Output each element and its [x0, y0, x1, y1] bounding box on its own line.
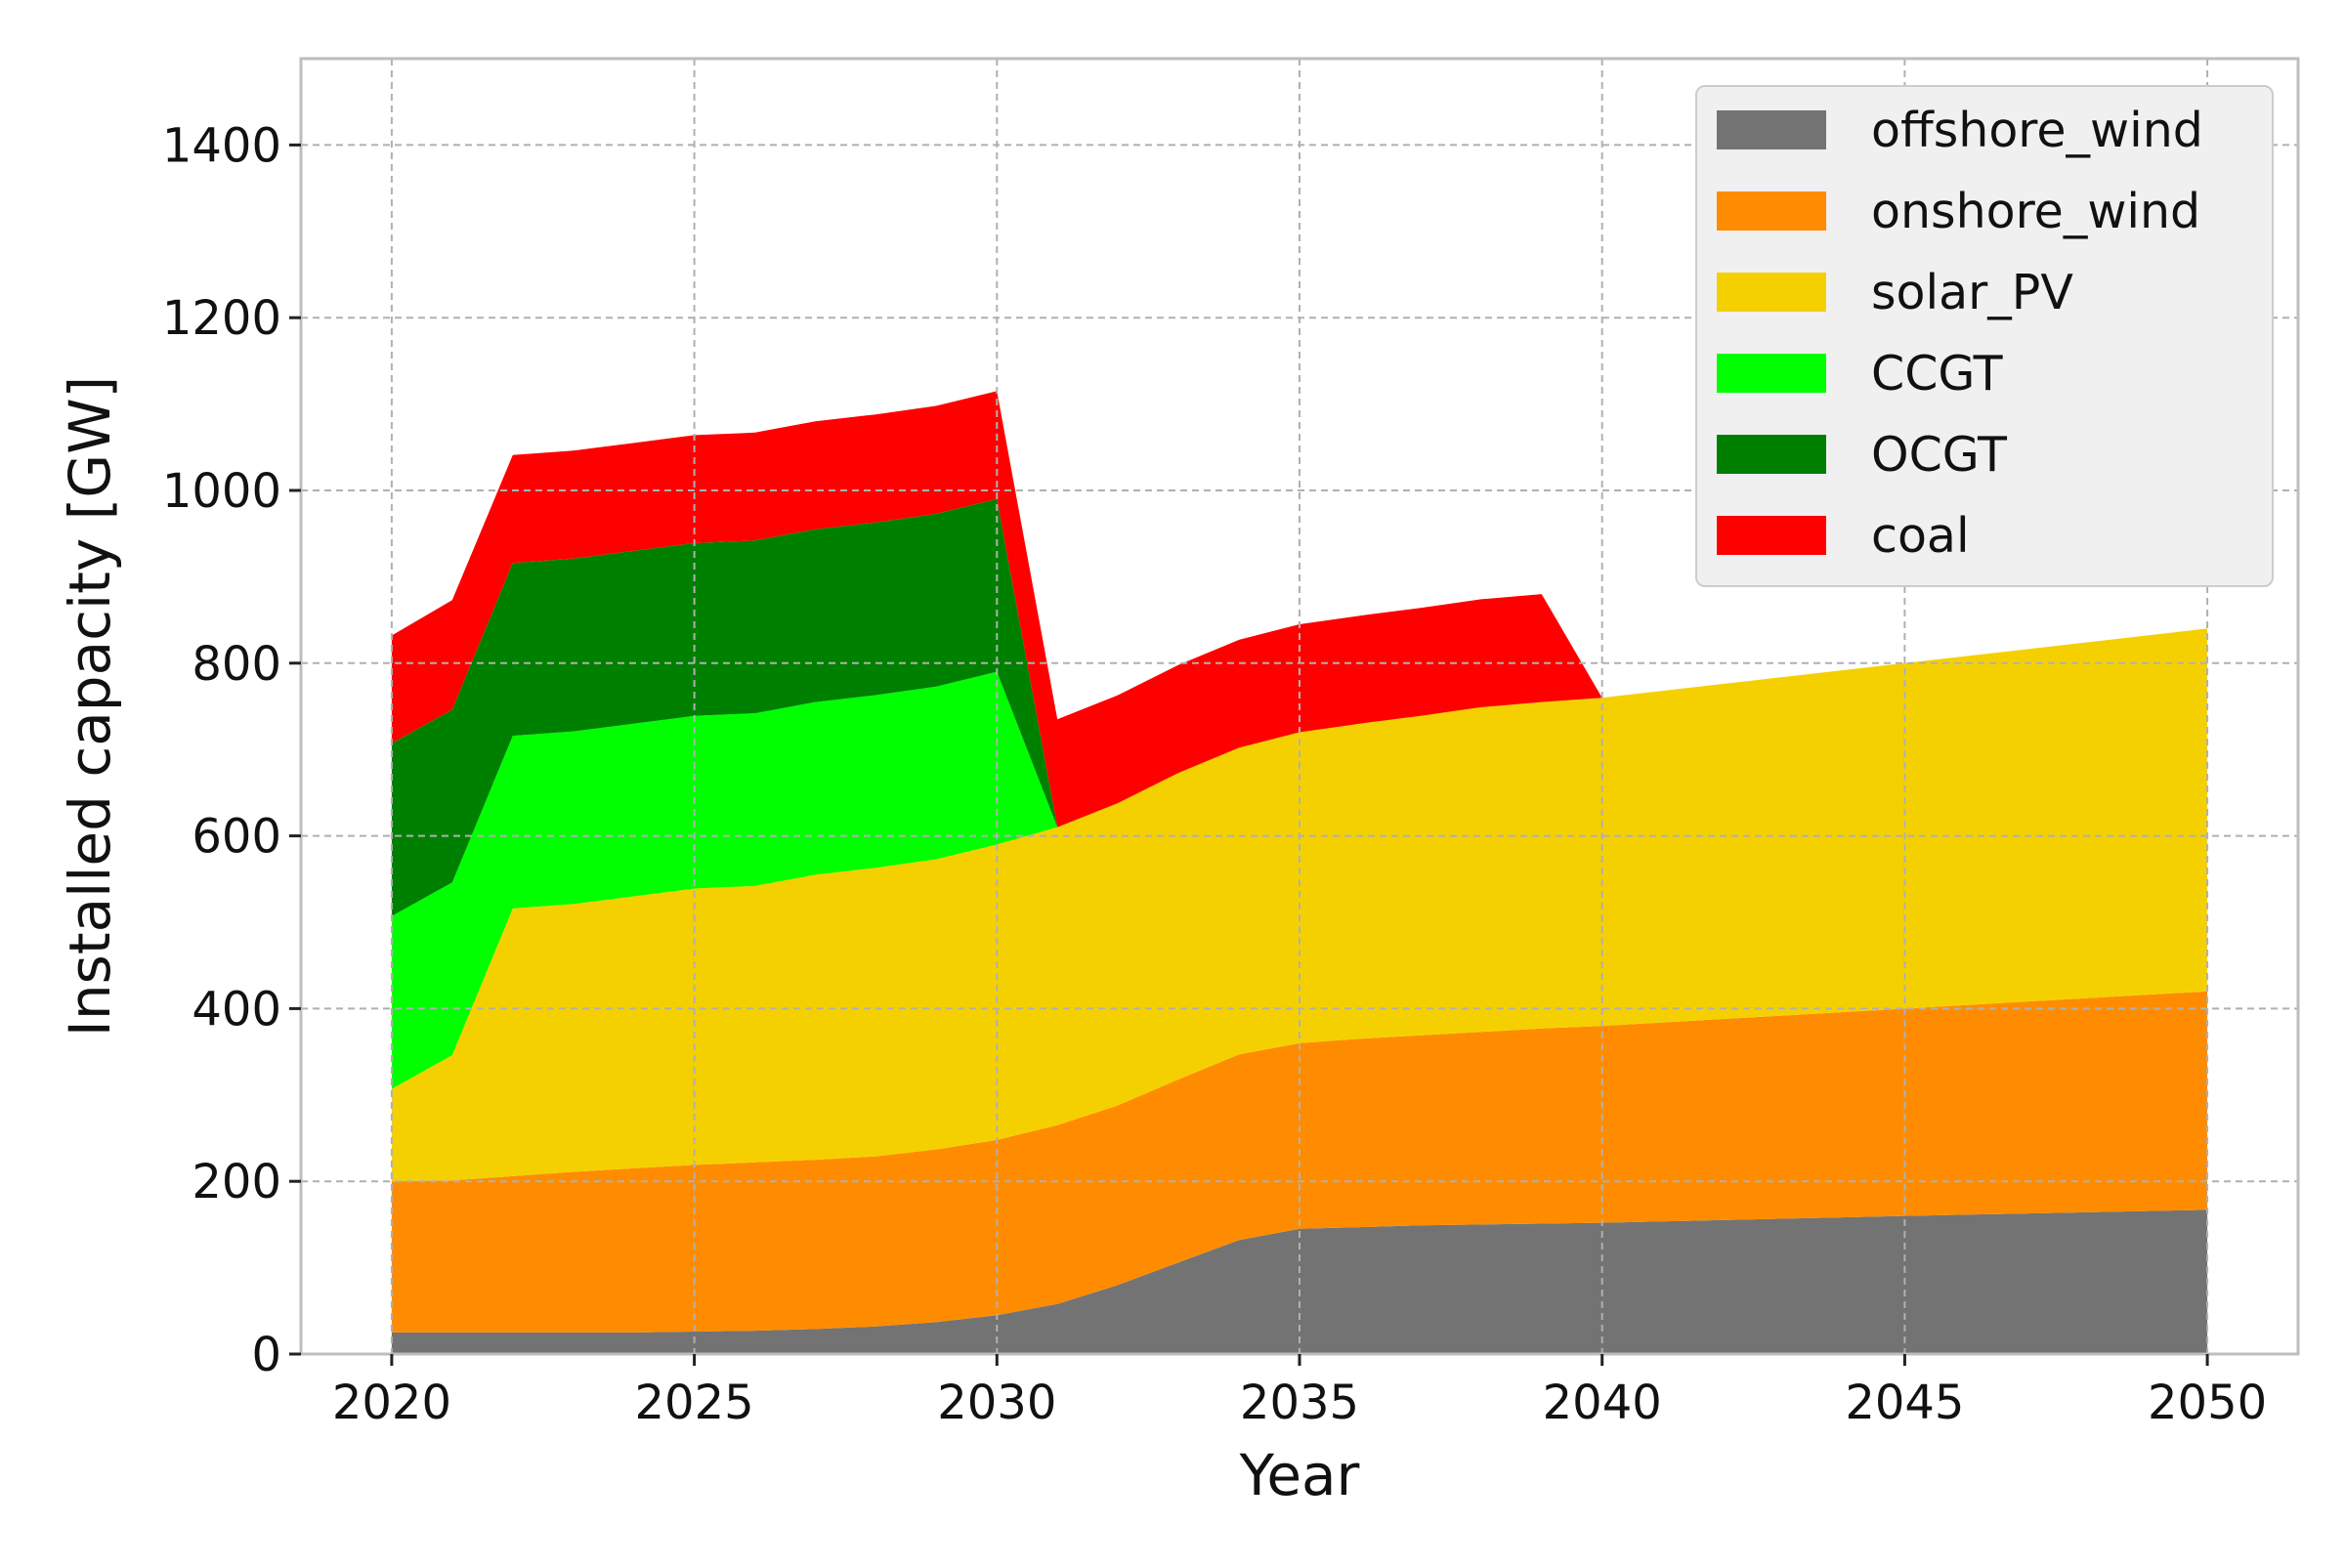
- x-tick-label: 2050: [2148, 1376, 2267, 1430]
- legend-label-offshore-wind: offshore_wind: [1871, 103, 2203, 158]
- labels-layer: Year Installed capacity [GW]: [57, 376, 1360, 1508]
- area-coal: [391, 391, 2208, 827]
- y-tick-label: 800: [192, 637, 281, 692]
- legend-swatch-offshore-wind: [1717, 110, 1826, 149]
- legend-label-CCGT: CCGT: [1871, 346, 2004, 402]
- x-axis-label: Year: [1239, 1442, 1360, 1508]
- x-tick-label: 2030: [937, 1376, 1056, 1430]
- y-tick-label: 1000: [162, 464, 281, 519]
- legend-box: [1695, 85, 2274, 587]
- x-tick-label: 2040: [1543, 1376, 1662, 1430]
- legend-swatch-solar-PV: [1717, 273, 1826, 312]
- legend-swatch-OCGT: [1717, 435, 1826, 474]
- x-tick-label: 2045: [1845, 1376, 1964, 1430]
- legend-swatch-CCGT: [1717, 354, 1826, 393]
- legend-swatch-onshore-wind: [1717, 191, 1826, 231]
- y-axis-label: Installed capacity [GW]: [57, 376, 123, 1037]
- area-OCGT: [391, 498, 2208, 916]
- x-tick-label: 2020: [332, 1376, 451, 1430]
- y-tick-label: 200: [192, 1155, 281, 1209]
- grid-layer: [301, 59, 2298, 1355]
- legend: offshore_wind onshore_wind solar_PV CCGT OCG…: [1695, 85, 2274, 587]
- x-tick-label: 2025: [635, 1376, 754, 1430]
- area-CCGT: [391, 628, 2208, 1089]
- x-tick-label: 2035: [1240, 1376, 1359, 1430]
- legend-label-coal: coal: [1871, 508, 1970, 564]
- y-tick-label: 400: [192, 982, 281, 1037]
- y-tick-label: 1400: [162, 118, 281, 173]
- y-tick-label: 0: [251, 1328, 281, 1382]
- legend-label-OCGT: OCGT: [1871, 427, 2008, 483]
- y-tick-label: 1200: [162, 291, 281, 346]
- ticks-layer: 2020 2025 2030 2035 2040 2045 2050 0 200 400 600 80…: [162, 118, 2267, 1430]
- y-tick-label: 600: [192, 810, 281, 865]
- legend-label-onshore-wind: onshore_wind: [1871, 184, 2200, 239]
- legend-swatch-coal: [1717, 516, 1826, 555]
- legend-label-solar-PV: solar_PV: [1871, 265, 2073, 320]
